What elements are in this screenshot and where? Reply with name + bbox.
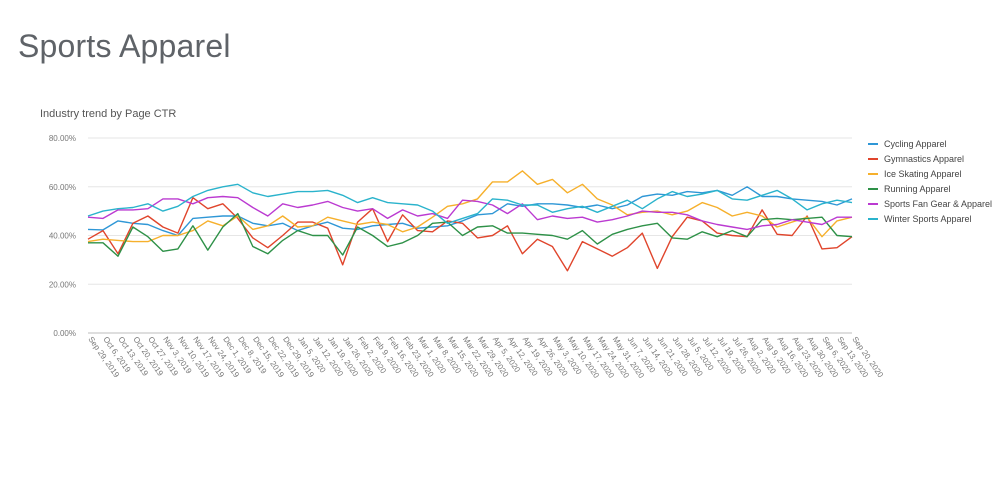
series-line: [87, 186, 853, 237]
series-line: [87, 196, 853, 272]
legend-label: Gymnastics Apparel: [884, 154, 964, 164]
legend-label: Cycling Apparel: [884, 139, 947, 149]
y-tick-label: 0.00%: [53, 329, 76, 338]
series-line: [87, 183, 853, 225]
page-title: Sports Apparel: [18, 28, 231, 64]
series-line: [87, 195, 852, 231]
legend-label: Winter Sports Apparel: [884, 214, 972, 224]
line-chart: 0.00%20.00%40.00%60.00%80.00%Sep 29, 201…: [49, 134, 992, 380]
legend-label: Sports Fan Gear & Apparel: [884, 199, 992, 209]
y-tick-label: 80.00%: [49, 134, 76, 143]
chart-card: Industry trend by Page CTR 0.00% 20.00% 40…: [0, 100, 1007, 479]
chart-title: Industry trend by Page CTR: [40, 108, 177, 120]
y-tick-label: 20.00%: [49, 280, 76, 289]
legend-label: Ice Skating Apparel: [884, 169, 962, 179]
y-tick-label: 40.00%: [49, 232, 76, 241]
legend-label: Running Apparel: [884, 184, 951, 194]
series-line: [88, 212, 853, 257]
y-tick-label: 60.00%: [49, 183, 76, 192]
